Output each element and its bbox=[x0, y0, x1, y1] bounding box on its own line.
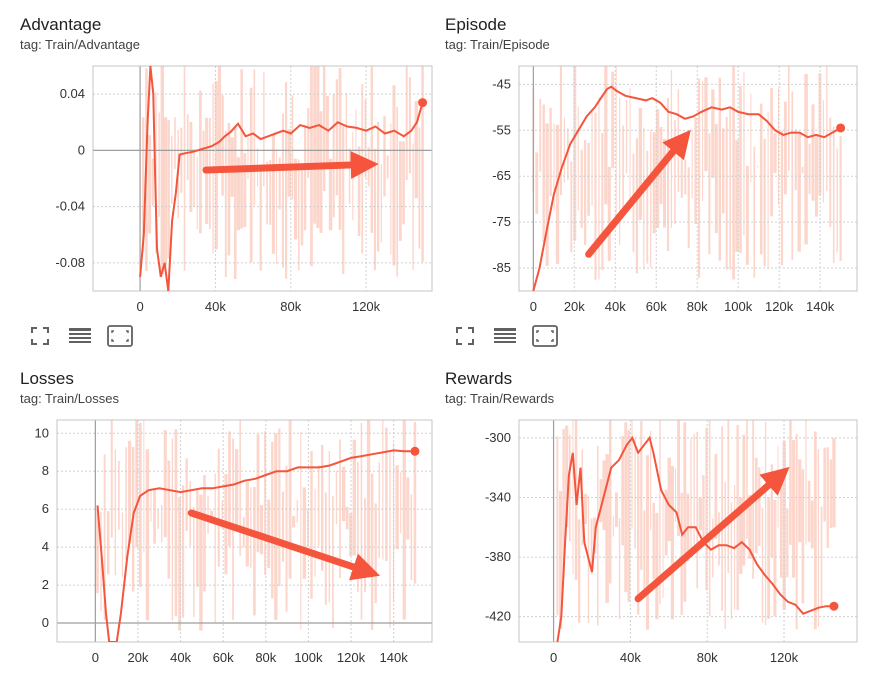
series-end-point[interactable] bbox=[829, 601, 839, 611]
y-tick-label: -300 bbox=[485, 430, 511, 445]
data-table-icon[interactable] bbox=[492, 324, 518, 348]
chart-title: Advantage bbox=[20, 15, 102, 34]
x-tick-label: 40k bbox=[170, 650, 191, 665]
series-end-point[interactable] bbox=[836, 123, 846, 133]
y-tick-label: -0.04 bbox=[55, 199, 85, 214]
chart-title: Episode bbox=[445, 15, 507, 34]
x-tick-label: 100k bbox=[724, 299, 753, 314]
x-tick-label: 80k bbox=[255, 650, 276, 665]
y-tick-label: -380 bbox=[485, 549, 511, 564]
series-line bbox=[532, 85, 842, 291]
y-tick-label: 0 bbox=[42, 615, 49, 630]
y-tick-label: -420 bbox=[485, 609, 511, 624]
chart-toolbar bbox=[27, 324, 133, 348]
plot-frame bbox=[518, 65, 858, 292]
y-tick-label: -65 bbox=[492, 168, 511, 183]
y-tick-label: 0 bbox=[78, 142, 85, 157]
x-tick-label: 20k bbox=[127, 650, 148, 665]
y-tick-label: -75 bbox=[492, 214, 511, 229]
y-tick-label: 2 bbox=[42, 577, 49, 592]
x-tick-label: 80k bbox=[687, 299, 708, 314]
series-end-point[interactable] bbox=[410, 446, 420, 456]
plot-frame bbox=[56, 419, 433, 643]
x-tick-label: 40k bbox=[620, 650, 641, 665]
series-line bbox=[96, 449, 415, 642]
chart-tag: tag: Train/Losses bbox=[20, 391, 119, 406]
x-tick-label: 0 bbox=[136, 299, 143, 314]
chart-rewards: -300 -340 -380 -420 0 40k 80k 120k bbox=[485, 419, 858, 665]
x-tick-label: 100k bbox=[294, 650, 323, 665]
x-tick-label: 140k bbox=[806, 299, 835, 314]
y-tick-label: 8 bbox=[42, 463, 49, 478]
plot-frame bbox=[92, 65, 433, 292]
series-end-point[interactable] bbox=[418, 98, 428, 108]
x-tick-label: 40k bbox=[605, 299, 626, 314]
y-tick-label: 4 bbox=[42, 539, 49, 554]
trend-arrow-up bbox=[202, 150, 379, 179]
raw-data-band bbox=[532, 66, 842, 280]
x-tick-label: 60k bbox=[213, 650, 234, 665]
fullscreen-icon[interactable] bbox=[27, 324, 53, 348]
y-tick-label: -0.08 bbox=[55, 255, 85, 270]
x-tick-label: 120k bbox=[765, 299, 794, 314]
data-table-icon[interactable] bbox=[67, 324, 93, 348]
x-tick-label: 20k bbox=[564, 299, 585, 314]
x-tick-label: 120k bbox=[352, 299, 381, 314]
chart-losses: 10 8 6 4 2 0 0 20k 40k 60k 80k 100k 120k 140k bbox=[35, 419, 433, 665]
y-tick-label: -45 bbox=[492, 76, 511, 91]
trend-arrow-up bbox=[585, 129, 691, 258]
x-tick-label: 40k bbox=[205, 299, 226, 314]
chart-episode: -45 -55 -65 -75 -85 0 20k 40k 60k 80k 100k 120k 140k bbox=[492, 65, 858, 314]
chart-tag: tag: Train/Episode bbox=[445, 37, 550, 52]
x-tick-label: 0 bbox=[550, 650, 557, 665]
fullscreen-icon[interactable] bbox=[452, 324, 478, 348]
y-tick-label: -85 bbox=[492, 260, 511, 275]
y-tick-label: 10 bbox=[35, 425, 49, 440]
trend-arrow-up bbox=[634, 466, 790, 603]
chart-title: Rewards bbox=[445, 369, 513, 388]
plot-frame bbox=[518, 419, 858, 643]
chart-title: Losses bbox=[20, 369, 74, 388]
chart-toolbar bbox=[452, 324, 558, 348]
x-tick-label: 0 bbox=[530, 299, 537, 314]
x-tick-label: 120k bbox=[770, 650, 799, 665]
y-tick-label: 6 bbox=[42, 501, 49, 516]
y-tick-label: 0.04 bbox=[60, 86, 85, 101]
raw-data-band bbox=[556, 420, 836, 630]
series-line bbox=[556, 435, 834, 642]
y-tick-label: -55 bbox=[492, 122, 511, 137]
chart-tag: tag: Train/Rewards bbox=[445, 391, 555, 406]
chart-advantage: 0.04 0 -0.04 -0.08 0 40k 80k 120k bbox=[55, 65, 433, 314]
x-tick-label: 0 bbox=[92, 650, 99, 665]
x-tick-label: 80k bbox=[280, 299, 301, 314]
raw-data-band bbox=[139, 66, 424, 279]
x-tick-label: 80k bbox=[697, 650, 718, 665]
chart-tag: tag: Train/Advantage bbox=[20, 37, 140, 52]
series-line bbox=[139, 66, 424, 291]
x-tick-label: 120k bbox=[337, 650, 366, 665]
fit-domain-icon[interactable] bbox=[107, 324, 133, 348]
raw-data-band bbox=[96, 420, 417, 631]
x-tick-label: 140k bbox=[380, 650, 409, 665]
x-tick-label: 60k bbox=[646, 299, 667, 314]
fit-domain-icon[interactable] bbox=[532, 324, 558, 348]
y-tick-label: -340 bbox=[485, 489, 511, 504]
trend-arrow-down bbox=[187, 509, 381, 581]
